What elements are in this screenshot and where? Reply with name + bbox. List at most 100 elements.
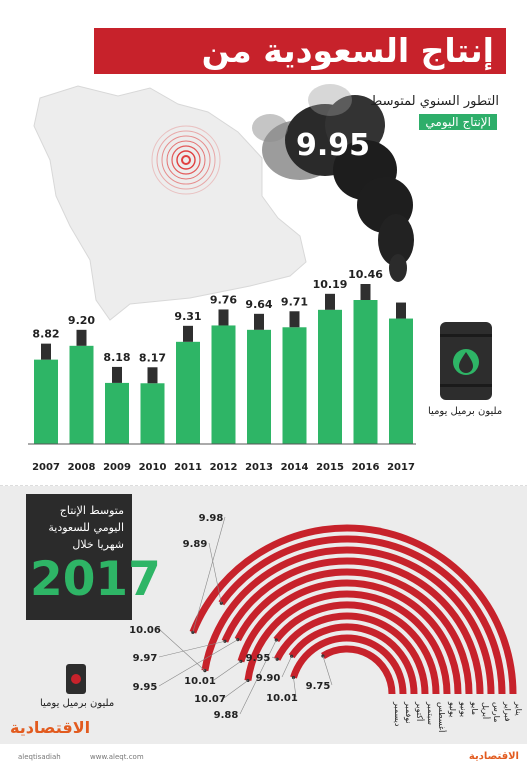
bar-2012 [211, 325, 236, 444]
value-label-2012: 9.76 [210, 293, 237, 306]
month-label-مارس: مارس [492, 702, 501, 722]
arc-ديسمبر [321, 645, 396, 695]
monthly-info-box: متوسط الإنتاج اليومي للسعودية شهريا خلال… [26, 494, 161, 620]
pipe-2014 [289, 311, 300, 328]
leader-line-يونيو [213, 661, 242, 681]
year-label-2014: 2014 [281, 462, 309, 473]
footer: aleqtisadiah www.aleqt.com الاقتصادية [0, 748, 527, 768]
leader-line-مارس [158, 628, 206, 671]
year-label-2009: 2009 [103, 462, 131, 473]
oil-barrel-icon [440, 322, 492, 400]
bar-2014 [282, 327, 307, 444]
value-label-2009: 8.18 [103, 351, 130, 364]
footer-site: www.aleqt.com [90, 753, 144, 761]
subtitle-line2: الإنتاج اليومي [419, 114, 497, 130]
subtitle-line1: التطور السنوي لمتوسط [370, 94, 499, 109]
arc-يوليو [244, 590, 451, 695]
pipe-2017 [396, 302, 406, 319]
leader-line-يوليو [223, 680, 249, 699]
pipe-2015 [325, 293, 335, 310]
arc-يناير [189, 524, 517, 695]
year-label-2017: 2017 [387, 462, 415, 473]
leader-line-مايو [158, 639, 238, 687]
arc-أبريل [221, 557, 484, 695]
pipe-2010 [147, 367, 158, 384]
box-line1: متوسط الإنتاج [59, 504, 124, 517]
month-label-يوليو: يوليو [448, 701, 457, 717]
arc-نوفمبر [290, 634, 407, 695]
month-value-أكتوبر: 9.90 [256, 673, 281, 684]
leader-line-أغسطس [239, 639, 277, 715]
unit-label-bottom: مليون برميل يوميا [40, 698, 115, 709]
pipe-2012 [218, 309, 229, 326]
arc-end-dot-فبراير [219, 601, 223, 605]
leader-line-فبراير [208, 542, 222, 604]
year-label-2010: 2010 [139, 462, 167, 473]
box-line3: شهريا خلال [72, 538, 124, 551]
unit-label: مليون برميل يوميا [428, 406, 503, 417]
bar-2009 [105, 382, 129, 444]
leader-line-سبتمبر [271, 656, 278, 660]
pipe-2011 [183, 325, 193, 342]
month-label-مايو: مايو [470, 701, 479, 715]
arc-سبتمبر [274, 612, 429, 695]
value-label-2010: 8.17 [139, 351, 166, 364]
month-value-أبريل: 9.97 [133, 653, 158, 664]
arc-مايو [234, 568, 473, 695]
value-label-2016: 10.46 [348, 268, 383, 281]
month-value-أغسطس: 9.88 [214, 710, 239, 721]
box-line2: اليومي للسعودية [48, 521, 124, 534]
footer-handle: aleqtisadiah [18, 753, 61, 761]
bar-2016 [353, 300, 378, 444]
value-label-2014: 9.71 [281, 295, 308, 308]
year-label-2013: 2013 [245, 462, 273, 473]
arc-أكتوبر [288, 623, 418, 695]
year-label-2015: 2015 [316, 462, 344, 473]
smoke-plume [252, 84, 414, 282]
value-label-2008: 9.20 [68, 314, 95, 327]
arc-end-dot-يناير [191, 630, 195, 634]
pipe-2007 [41, 343, 51, 360]
month-label-نوفمبر: نوفمبر [404, 701, 413, 724]
leader-line-يناير [192, 516, 226, 633]
page-title: إنتاج السعودية من النفط [94, 28, 506, 116]
pipe-2009 [112, 366, 122, 383]
year-label-2007: 2007 [32, 462, 60, 473]
leader-line-ديسمبر [322, 655, 333, 686]
bar-2011 [176, 341, 200, 444]
small-barrel-icon [66, 664, 86, 694]
value-label-2013: 9.64 [245, 298, 272, 311]
month-label-يونيو: يونيو [459, 701, 468, 717]
bar-2010 [140, 383, 165, 444]
year-label-2011: 2011 [174, 462, 202, 473]
bar-2013 [247, 329, 271, 444]
month-label-أبريل: أبريل [481, 702, 491, 719]
footer-logo: الاقتصادية [468, 751, 519, 762]
month-label-أكتوبر: أكتوبر [415, 701, 425, 721]
leader-line-أبريل [158, 640, 225, 658]
month-label-أغسطس: أغسطس [437, 702, 447, 732]
arc-مارس [201, 546, 495, 695]
month-value-فبراير: 9.89 [183, 539, 208, 550]
bar-2008 [69, 345, 94, 444]
month-value-مايو: 9.95 [133, 682, 158, 693]
pipe-2008 [76, 329, 87, 346]
arc-فبراير [218, 535, 506, 695]
month-label-ديسمبر: ديسمبر [393, 701, 402, 727]
pipe-2016 [360, 284, 371, 300]
arc-يونيو [237, 579, 462, 695]
leader-line-أكتوبر [281, 656, 292, 678]
month-value-ديسمبر: 9.75 [306, 681, 331, 692]
ripple-target [151, 125, 221, 195]
saudi-map-shape [33, 85, 307, 321]
month-label-يناير: يناير [514, 701, 523, 716]
month-label-فبراير: فبراير [503, 701, 512, 722]
month-value-يناير: 9.98 [199, 513, 224, 524]
pipe-2013 [254, 313, 264, 330]
highlight-value: 9.95 [296, 128, 371, 163]
year-label-2012: 2012 [210, 462, 238, 473]
year-label-2016: 2016 [352, 462, 380, 473]
